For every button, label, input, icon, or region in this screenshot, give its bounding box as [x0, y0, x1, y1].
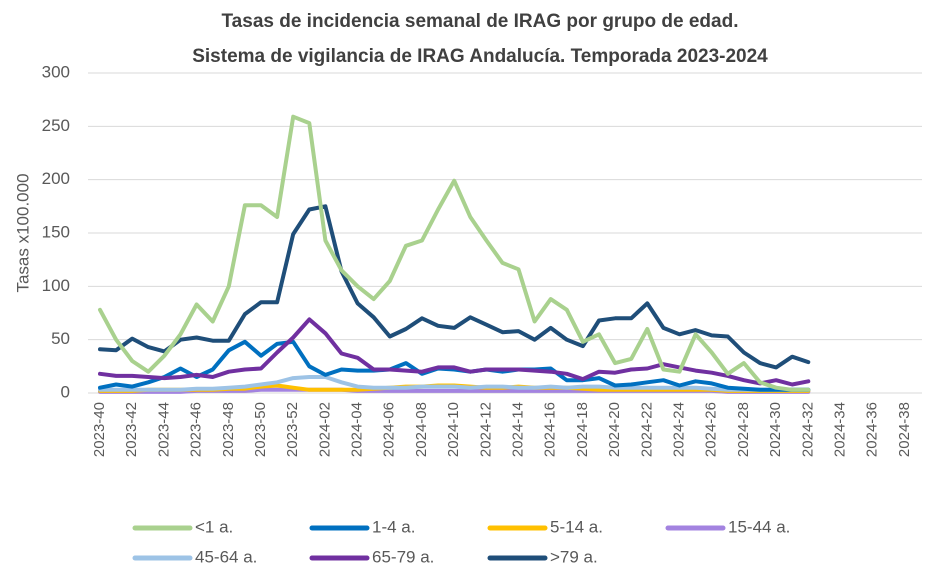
x-tick-label: 2024-38	[896, 402, 913, 457]
x-tick-label: 2024-32	[799, 402, 816, 457]
x-tick-label: 2024-20	[606, 402, 623, 457]
legend-label: 5-14 a.	[550, 517, 603, 536]
x-tick-label: 2024-22	[638, 402, 655, 457]
y-tick-label: 50	[51, 329, 70, 348]
y-tick-label: 100	[42, 276, 70, 295]
chart-title: Tasas de incidencia semanal de IRAG por …	[221, 11, 738, 32]
y-tick-label: 0	[61, 382, 70, 401]
series-line	[98, 339, 811, 392]
x-tick-label: 2024-10	[445, 402, 462, 457]
x-tick-label: 2023-46	[188, 402, 205, 457]
legend-label: <1 a.	[195, 517, 233, 536]
x-tick-label: 2024-12	[477, 402, 494, 457]
x-tick-label: 2024-26	[703, 402, 720, 457]
series-line	[98, 375, 811, 392]
series-line	[98, 114, 811, 392]
x-tick-label: 2024-24	[670, 402, 687, 457]
y-tick-label: 200	[42, 169, 70, 188]
x-tick-label: 2024-16	[542, 402, 559, 457]
x-tick-label: 2024-28	[735, 402, 752, 457]
legend-label: >79 a.	[550, 547, 598, 566]
x-tick-label: 2024-02	[316, 402, 333, 457]
x-tick-label: 2024-18	[574, 402, 591, 457]
x-tick-label: 2024-36	[864, 402, 881, 457]
x-tick-label: 2023-48	[220, 402, 237, 457]
x-tick-label: 2023-42	[123, 402, 140, 457]
y-tick-label: 300	[42, 62, 70, 81]
y-tick-label: 250	[42, 116, 70, 135]
x-tick-label: 2023-50	[252, 402, 269, 457]
x-tick-label: 2024-04	[349, 402, 366, 457]
x-tick-label: 2023-44	[155, 402, 172, 457]
x-tick-label: 2024-14	[510, 402, 527, 457]
chart-subtitle: Sistema de vigilancia de IRAG Andalucía.…	[192, 46, 768, 67]
series-line	[98, 317, 811, 387]
x-tick-label: 2023-52	[284, 402, 301, 457]
x-tick-label: 2024-08	[413, 402, 430, 457]
legend-label: 45-64 a.	[195, 547, 257, 566]
legend-label: 1-4 a.	[372, 517, 415, 536]
series-line	[98, 204, 811, 370]
x-tick-label: 2024-06	[381, 402, 398, 457]
y-axis-label: Tasas x100.000	[13, 173, 32, 292]
legend-label: 15-44 a.	[728, 517, 790, 536]
x-tick-label: 2024-34	[831, 402, 848, 457]
x-tick-label: 2023-40	[91, 402, 108, 457]
x-tick-label: 2024-30	[767, 402, 784, 457]
legend-label: 65-79 a.	[372, 547, 434, 566]
y-tick-label: 150	[42, 222, 70, 241]
